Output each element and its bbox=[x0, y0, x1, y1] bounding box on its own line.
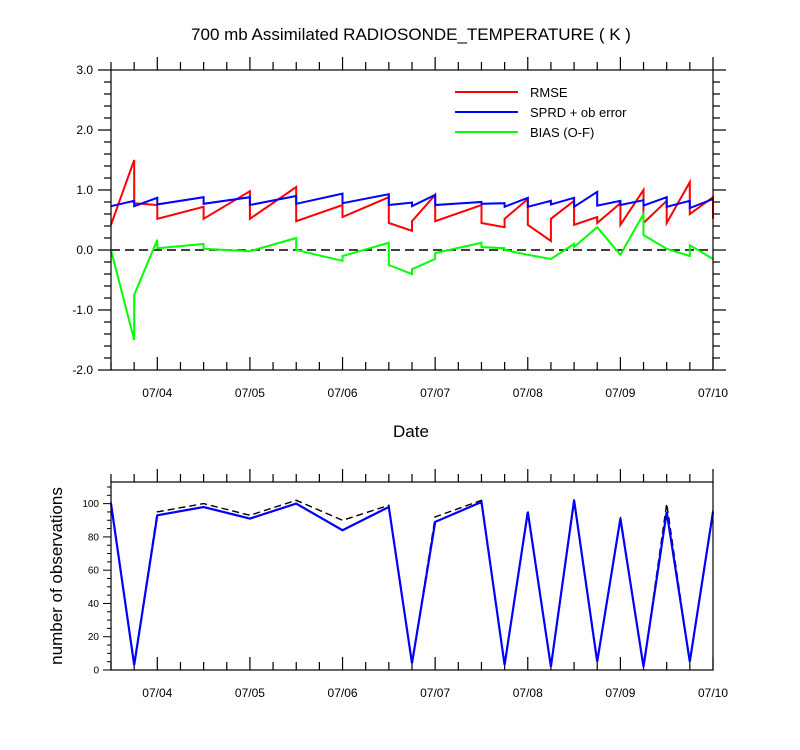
bottom-chart-tick-labels: 07/04 07/05 07/06 07/07 07/08 07/09 07/10 0 20 40… bbox=[82, 499, 728, 700]
top-chart-tick-labels: 07/04 07/05 07/06 07/07 07/08 07/09 07/10 3.0 2.… bbox=[72, 63, 728, 400]
bottom-x-tick-label: 07/09 bbox=[605, 686, 635, 700]
top-x-tick-label: 07/07 bbox=[420, 386, 450, 400]
bottom-x-tick-label: 07/08 bbox=[513, 686, 543, 700]
top-y-tick-label: 2.0 bbox=[76, 123, 93, 137]
top-y-tick-label: 0.0 bbox=[76, 243, 93, 257]
bottom-x-tick-label: 07/05 bbox=[235, 686, 265, 700]
bottom-x-tick-label: 07/04 bbox=[142, 686, 172, 700]
top-chart: 700 mb Assimilated RADIOSONDE_TEMPERATUR… bbox=[72, 25, 728, 441]
top-y-tick-label: -2.0 bbox=[72, 363, 93, 377]
top-y-tick-label: 3.0 bbox=[76, 63, 93, 77]
bottom-x-tick-label: 07/07 bbox=[420, 686, 450, 700]
bottom-y-tick-label: 80 bbox=[88, 532, 100, 543]
bottom-x-tick-label: 07/10 bbox=[698, 686, 728, 700]
top-x-tick-label: 07/09 bbox=[605, 386, 635, 400]
legend-label-2: BIAS (O-F) bbox=[530, 125, 594, 140]
bottom-y-tick-label: 100 bbox=[82, 499, 99, 510]
top-y-tick-label: -1.0 bbox=[72, 303, 93, 317]
legend-label-1: SPRD + ob error bbox=[530, 105, 627, 120]
top-x-tick-label: 07/04 bbox=[142, 386, 172, 400]
bottom-chart-y-axis-title: number of observations bbox=[47, 487, 66, 665]
top-y-tick-label: 1.0 bbox=[76, 183, 93, 197]
top-chart-series bbox=[110, 159, 714, 341]
bottom-chart: 07/04 07/05 07/06 07/07 07/08 07/09 07/10 0 20 40… bbox=[47, 469, 728, 700]
top-series-line-2 bbox=[110, 210, 714, 341]
top-x-tick-label: 07/08 bbox=[513, 386, 543, 400]
bottom-series-line-1 bbox=[109, 500, 715, 667]
top-chart-title: 700 mb Assimilated RADIOSONDE_TEMPERATUR… bbox=[191, 25, 631, 44]
bottom-y-tick-label: 0 bbox=[93, 666, 99, 677]
bottom-chart-frame bbox=[110, 481, 714, 671]
bottom-chart-series bbox=[109, 498, 715, 667]
bottom-y-tick-label: 20 bbox=[88, 632, 100, 643]
top-series-line-1 bbox=[110, 189, 714, 210]
top-x-tick-label: 07/06 bbox=[328, 386, 358, 400]
top-chart-ticks bbox=[98, 57, 726, 371]
top-chart-x-axis-title: Date bbox=[393, 422, 429, 441]
top-x-tick-label: 07/10 bbox=[698, 386, 728, 400]
top-chart-legend: RMSE SPRD + ob error BIAS (O-F) bbox=[455, 85, 627, 140]
bottom-y-tick-label: 60 bbox=[88, 566, 100, 577]
legend-label-0: RMSE bbox=[530, 85, 568, 100]
bottom-y-tick-label: 40 bbox=[88, 599, 100, 610]
bottom-x-tick-label: 07/06 bbox=[328, 686, 358, 700]
top-x-tick-label: 07/05 bbox=[235, 386, 265, 400]
top-chart-frame bbox=[110, 69, 714, 371]
